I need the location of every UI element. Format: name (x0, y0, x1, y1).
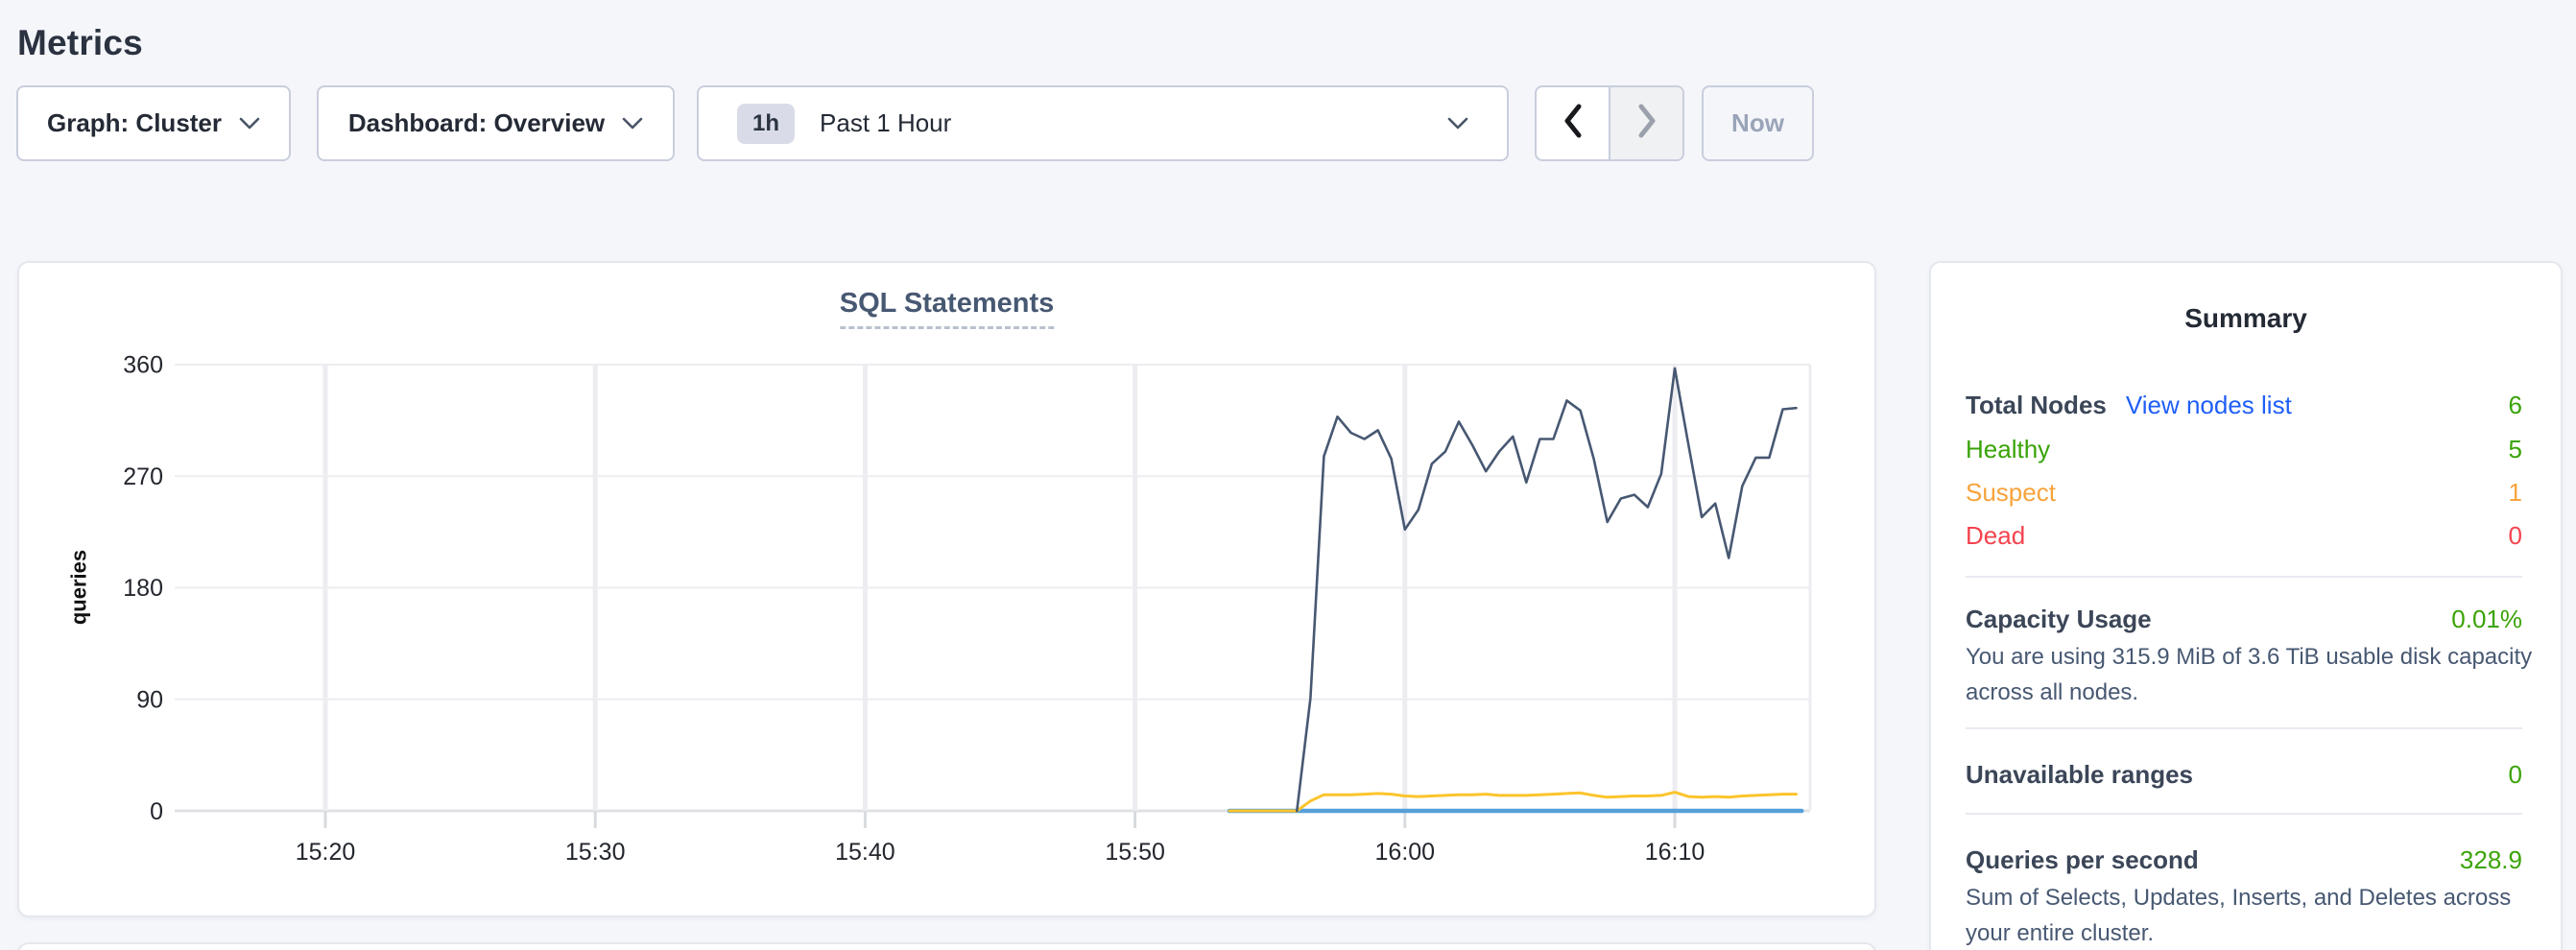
sql-statements-chart-card: SQL Statements 0 90 180 270 360 15:20 15:30 15:… (17, 261, 1876, 917)
chevron-right-icon (1634, 102, 1659, 145)
chevron-left-icon (1561, 102, 1586, 145)
summary-panel: Summary Total Nodes View nodes list 6 He… (1929, 261, 2563, 950)
queries-per-second-row: Queries per second 328.9 (1966, 843, 2522, 877)
page-title: Metrics (17, 22, 143, 62)
suspect-nodes-row: Suspect 1 (1966, 475, 2522, 510)
healthy-value: 5 (2508, 435, 2522, 463)
capacity-usage-description: You are using 315.9 MiB of 3.6 TiB usabl… (1966, 644, 2533, 705)
dead-label: Dead (1966, 521, 2026, 550)
queries-per-second-value: 328.9 (2459, 845, 2522, 874)
series-dark-slate (1296, 367, 1798, 813)
queries-per-second-label: Queries per second (1966, 845, 2199, 874)
healthy-label: Healthy (1966, 435, 2051, 463)
graph-selector-label: Graph: Cluster (46, 108, 223, 137)
suspect-value: 1 (2508, 478, 2522, 507)
graph-selector-dropdown[interactable]: Graph: Cluster (16, 85, 291, 161)
y-axis-tick-label: 90 (136, 686, 163, 713)
chevron-down-icon (239, 117, 260, 130)
y-axis-title: queries (67, 550, 91, 625)
x-axis-tick-label: 15:20 (296, 839, 356, 866)
unavailable-ranges-row: Unavailable ranges 0 (1966, 757, 2522, 792)
divider (1966, 576, 2522, 578)
chart-title[interactable]: SQL Statements (839, 288, 1055, 329)
now-button[interactable]: Now (1702, 85, 1814, 161)
unavailable-ranges-label: Unavailable ranges (1966, 760, 2193, 789)
capacity-usage-row: Capacity Usage 0.01% (1966, 602, 2522, 636)
dead-value: 0 (2508, 521, 2522, 550)
time-step-buttons (1535, 85, 1684, 161)
x-axis-tick-label: 15:40 (835, 839, 895, 866)
y-axis-tick-label: 180 (123, 575, 163, 602)
total-nodes-value: 6 (2508, 391, 2522, 419)
dashboard-selector-label: Dashboard: Overview (347, 108, 606, 137)
y-axis-tick-label: 270 (123, 463, 163, 490)
next-chart-card-partial (17, 942, 1876, 950)
chevron-down-icon (622, 117, 643, 130)
next-time-button[interactable] (1610, 87, 1682, 159)
capacity-usage-label: Capacity Usage (1966, 605, 2152, 633)
dashboard-selector-dropdown[interactable]: Dashboard: Overview (317, 85, 675, 161)
previous-time-button[interactable] (1537, 87, 1610, 159)
total-nodes-label: Total Nodes (1966, 391, 2107, 419)
y-axis-tick-label: 360 (123, 352, 163, 379)
y-axis-tick-label: 0 (150, 798, 163, 825)
divider (1966, 813, 2522, 815)
healthy-nodes-row: Healthy 5 (1966, 432, 2522, 466)
queries-per-second-description: Sum of Selects, Updates, Inserts, and De… (1966, 885, 2512, 946)
capacity-usage-value: 0.01% (2451, 605, 2522, 633)
time-range-label: Past 1 Hour (820, 108, 952, 137)
summary-title: Summary (2184, 303, 2307, 333)
chevron-down-icon (1447, 117, 1468, 130)
sql-statements-chart: 0 90 180 270 360 15:20 15:30 15:40 15:50 16:00 16:… (67, 352, 1812, 866)
total-nodes-row: Total Nodes View nodes list 6 (1966, 388, 2522, 422)
x-axis-tick-label: 16:10 (1645, 839, 1705, 866)
x-axis-tick-label: 16:00 (1375, 839, 1436, 866)
now-button-label: Now (1731, 108, 1784, 137)
time-range-selector[interactable]: 1h Past 1 Hour (697, 85, 1509, 161)
unavailable-ranges-value: 0 (2508, 760, 2522, 789)
view-nodes-list-link[interactable]: View nodes list (2125, 391, 2292, 419)
series-yellow (1228, 791, 1798, 813)
suspect-label: Suspect (1966, 478, 2056, 507)
divider (1966, 727, 2522, 729)
x-axis-tick-label: 15:30 (565, 839, 626, 866)
x-axis-tick-label: 15:50 (1105, 839, 1165, 866)
time-range-badge: 1h (737, 103, 796, 144)
dead-nodes-row: Dead 0 (1966, 518, 2522, 553)
